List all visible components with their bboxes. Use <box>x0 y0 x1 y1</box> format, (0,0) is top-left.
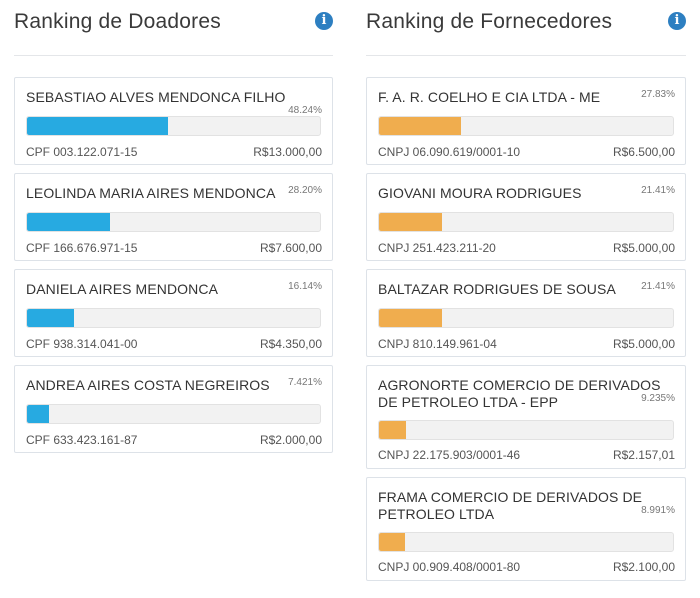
donor-value: R$7.600,00 <box>259 241 322 255</box>
donor-share-bar <box>26 404 321 424</box>
supplier-value: R$5.000,00 <box>612 241 675 255</box>
supplier-share-bar-fill <box>379 421 407 439</box>
supplier-percent: 21.41% <box>641 281 675 292</box>
supplier-card[interactable]: AGRONORTE COMERCIO DE DERIVADOS DE PETRO… <box>366 365 686 469</box>
donor-cpf: CPF 633.423.161-87 <box>26 433 138 447</box>
donor-card[interactable]: SEBASTIAO ALVES MENDONCA FILHO 48.24% CP… <box>14 77 333 165</box>
donor-name: LEOLINDA MARIA AIRES MENDONCA <box>26 185 276 201</box>
supplier-cnpj: CNPJ 810.149.961-04 <box>378 337 497 351</box>
supplier-percent: 8.991% <box>641 505 675 516</box>
suppliers-ranking-panel: Ranking de Fornecedores i F. A. R. COELH… <box>366 0 686 581</box>
donor-name: DANIELA AIRES MENDONCA <box>26 281 219 297</box>
donors-ranking-panel: Ranking de Doadores i SEBASTIAO ALVES ME… <box>14 0 333 453</box>
donor-cpf: CPF 166.676.971-15 <box>26 241 138 255</box>
donor-cpf: CPF 938.314.041-00 <box>26 337 138 351</box>
supplier-value: R$5.000,00 <box>612 337 675 351</box>
donor-percent: 16.14% <box>288 281 322 292</box>
supplier-share-bar-fill <box>379 309 442 327</box>
supplier-cnpj: CNPJ 251.423.211-20 <box>378 241 496 255</box>
donor-share-bar-fill <box>27 213 110 231</box>
donor-percent: 28.20% <box>288 185 322 196</box>
supplier-share-bar <box>378 420 674 440</box>
supplier-cnpj: CNPJ 06.090.619/0001-10 <box>378 145 521 159</box>
supplier-card[interactable]: F. A. R. COELHO E CIA LTDA - ME 27.83% C… <box>366 77 686 165</box>
donor-share-bar <box>26 308 321 328</box>
donors-ranking-header: Ranking de Doadores i <box>14 0 333 56</box>
supplier-card[interactable]: BALTAZAR RODRIGUES DE SOUSA 21.41% CNPJ … <box>366 269 686 357</box>
donor-value: R$4.350,00 <box>259 337 322 351</box>
supplier-name: F. A. R. COELHO E CIA LTDA - ME <box>378 89 601 105</box>
supplier-name: AGRONORTE COMERCIO DE DERIVADOS DE PETRO… <box>378 377 661 410</box>
supplier-percent: 27.83% <box>641 89 675 100</box>
donor-value: R$13.000,00 <box>253 145 322 159</box>
supplier-share-bar <box>378 532 674 552</box>
donor-share-bar <box>26 212 321 232</box>
info-icon[interactable]: i <box>315 12 333 30</box>
supplier-share-bar <box>378 212 674 232</box>
supplier-share-bar-fill <box>379 213 442 231</box>
supplier-share-bar <box>378 116 674 136</box>
donor-cpf: CPF 003.122.071-15 <box>26 145 138 159</box>
supplier-name: FRAMA COMERCIO DE DERIVADOS DE PETROLEO … <box>378 489 643 522</box>
supplier-name: BALTAZAR RODRIGUES DE SOUSA <box>378 281 616 297</box>
supplier-cnpj: CNPJ 22.175.903/0001-46 <box>378 448 521 462</box>
supplier-value: R$6.500,00 <box>612 145 675 159</box>
supplier-name: GIOVANI MOURA RODRIGUES <box>378 185 582 201</box>
supplier-value: R$2.157,01 <box>612 448 675 462</box>
donors-ranking-title: Ranking de Doadores <box>14 10 221 33</box>
supplier-card[interactable]: GIOVANI MOURA RODRIGUES 21.41% CNPJ 251.… <box>366 173 686 261</box>
suppliers-ranking-header: Ranking de Fornecedores i <box>366 0 686 56</box>
donor-value: R$2.000,00 <box>259 433 322 447</box>
supplier-share-bar-fill <box>379 117 461 135</box>
supplier-percent: 21.41% <box>641 185 675 196</box>
donor-card[interactable]: LEOLINDA MARIA AIRES MENDONCA 28.20% CPF… <box>14 173 333 261</box>
donor-percent: 7.421% <box>288 377 322 388</box>
donor-card[interactable]: DANIELA AIRES MENDONCA 16.14% CPF 938.31… <box>14 269 333 357</box>
donor-name: ANDREA AIRES COSTA NEGREIROS <box>26 377 270 393</box>
supplier-share-bar <box>378 308 674 328</box>
supplier-cnpj: CNPJ 00.909.408/0001-80 <box>378 560 521 574</box>
info-icon[interactable]: i <box>668 12 686 30</box>
donor-percent: 48.24% <box>288 105 322 116</box>
suppliers-ranking-title: Ranking de Fornecedores <box>366 10 613 33</box>
supplier-value: R$2.100,00 <box>612 560 675 574</box>
donor-share-bar-fill <box>27 405 49 423</box>
supplier-percent: 9.235% <box>641 393 675 404</box>
donor-share-bar-fill <box>27 117 169 135</box>
supplier-share-bar-fill <box>379 533 406 551</box>
donor-share-bar <box>26 116 321 136</box>
donor-share-bar-fill <box>27 309 75 327</box>
donor-card[interactable]: ANDREA AIRES COSTA NEGREIROS 7.421% CPF … <box>14 365 333 453</box>
donor-name: SEBASTIAO ALVES MENDONCA FILHO <box>26 89 286 105</box>
supplier-card[interactable]: FRAMA COMERCIO DE DERIVADOS DE PETROLEO … <box>366 477 686 581</box>
